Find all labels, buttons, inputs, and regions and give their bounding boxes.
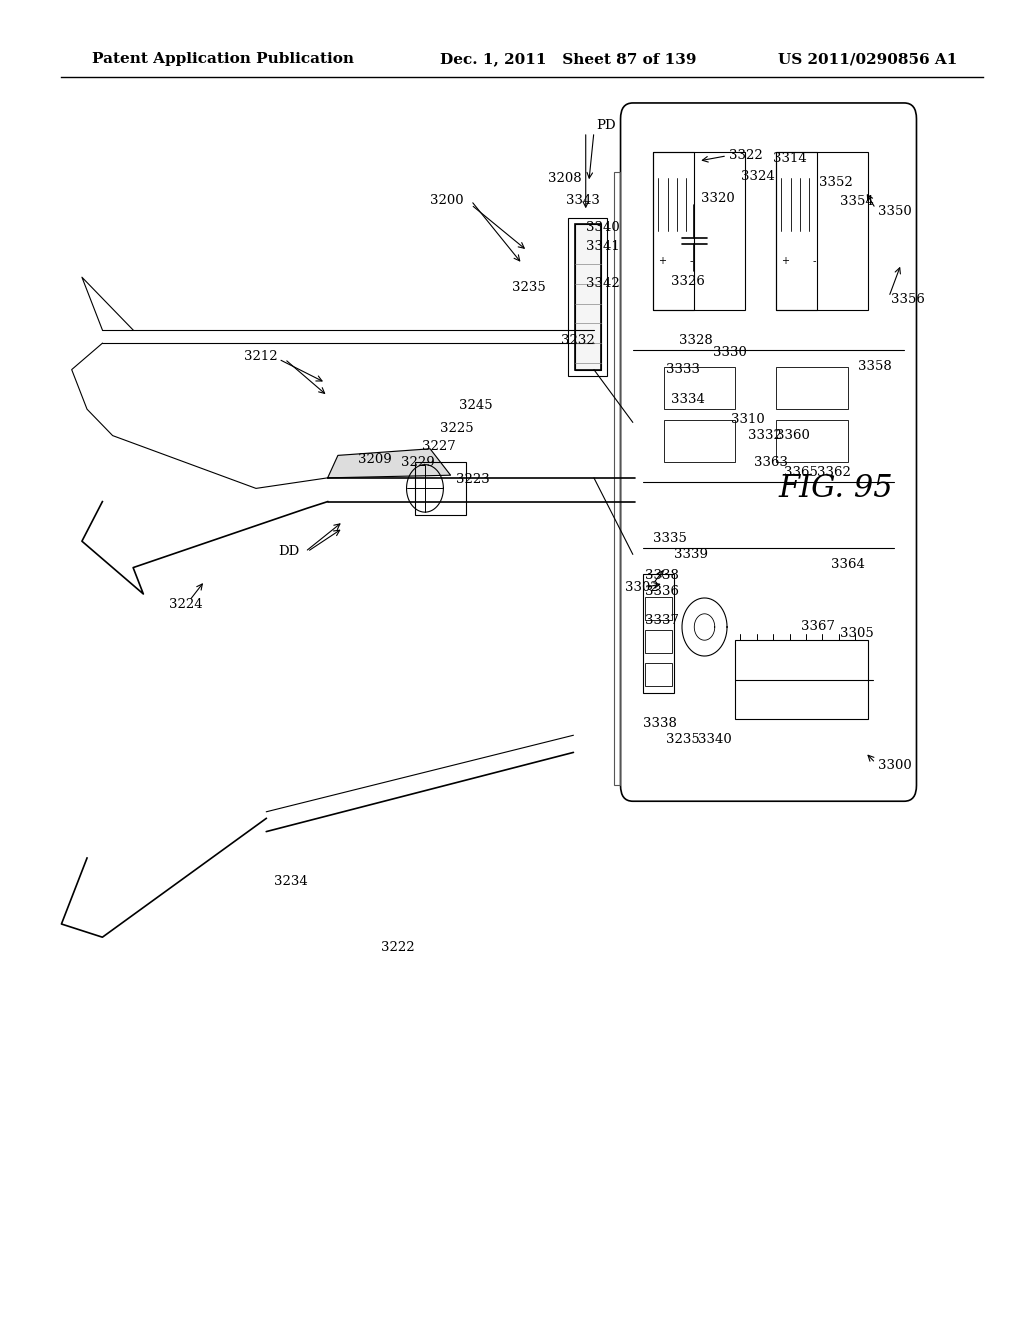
Text: 3341: 3341 xyxy=(586,240,620,253)
Text: 3335: 3335 xyxy=(653,532,687,545)
Text: FIG. 95: FIG. 95 xyxy=(778,473,893,504)
Bar xyxy=(664,420,735,462)
Text: 3235: 3235 xyxy=(512,281,546,294)
Text: 3332: 3332 xyxy=(748,429,781,442)
Text: 3235: 3235 xyxy=(666,733,699,746)
Text: 3358: 3358 xyxy=(858,360,892,374)
Text: 3328: 3328 xyxy=(679,334,713,347)
Text: 3364: 3364 xyxy=(831,558,865,572)
Text: 3326: 3326 xyxy=(671,275,705,288)
Text: 3336: 3336 xyxy=(645,585,679,598)
Text: 3320: 3320 xyxy=(701,191,735,205)
Text: 3302: 3302 xyxy=(625,581,658,594)
Text: 3232: 3232 xyxy=(561,334,595,347)
Text: 3365: 3365 xyxy=(784,466,818,479)
Text: 3212: 3212 xyxy=(244,350,278,363)
Text: DD: DD xyxy=(279,545,300,558)
Text: 3245: 3245 xyxy=(459,399,493,412)
Bar xyxy=(776,367,848,409)
Text: 3330: 3330 xyxy=(713,346,746,359)
Bar xyxy=(776,152,868,310)
Text: +: + xyxy=(781,256,790,267)
Text: 3342: 3342 xyxy=(586,277,620,290)
Text: 3314: 3314 xyxy=(773,152,807,165)
Text: -: - xyxy=(689,256,692,267)
Text: 3343: 3343 xyxy=(566,194,600,207)
Text: 3234: 3234 xyxy=(274,875,308,888)
Text: 3362: 3362 xyxy=(817,466,851,479)
Bar xyxy=(643,574,674,693)
Bar xyxy=(645,663,672,686)
Polygon shape xyxy=(328,449,451,478)
Text: 3356: 3356 xyxy=(891,293,925,306)
Bar xyxy=(415,462,466,515)
Text: 3224: 3224 xyxy=(169,598,203,611)
Text: -: - xyxy=(812,256,815,267)
Text: 3227: 3227 xyxy=(422,440,456,453)
Bar xyxy=(575,224,601,370)
Text: 3340: 3340 xyxy=(698,733,732,746)
Bar xyxy=(664,367,735,409)
Text: 3352: 3352 xyxy=(819,176,853,189)
Bar xyxy=(614,172,620,785)
Bar xyxy=(568,218,607,376)
Bar xyxy=(653,152,694,310)
Text: 3310: 3310 xyxy=(731,413,765,426)
Bar xyxy=(653,152,745,310)
Text: 3360: 3360 xyxy=(776,429,810,442)
Text: 3229: 3229 xyxy=(401,455,435,469)
Text: +: + xyxy=(658,256,667,267)
Text: PD: PD xyxy=(596,119,615,132)
Text: 3350: 3350 xyxy=(878,205,911,218)
Text: 3337: 3337 xyxy=(645,614,679,627)
Text: Patent Application Publication: Patent Application Publication xyxy=(92,53,354,66)
Text: 3324: 3324 xyxy=(741,170,775,183)
Bar xyxy=(735,640,868,719)
Text: 3208: 3208 xyxy=(548,172,582,185)
Text: 3340: 3340 xyxy=(586,220,620,234)
Bar xyxy=(575,224,601,370)
Text: Dec. 1, 2011   Sheet 87 of 139: Dec. 1, 2011 Sheet 87 of 139 xyxy=(440,53,696,66)
Text: 3363: 3363 xyxy=(754,455,787,469)
Text: 3339: 3339 xyxy=(674,548,708,561)
Bar xyxy=(776,152,817,310)
Text: US 2011/0290856 A1: US 2011/0290856 A1 xyxy=(778,53,957,66)
Text: 3367: 3367 xyxy=(801,620,835,634)
Bar xyxy=(645,597,672,620)
Text: 3222: 3222 xyxy=(381,941,415,954)
Bar xyxy=(776,420,848,462)
Text: 3338: 3338 xyxy=(645,569,679,582)
Text: 3223: 3223 xyxy=(456,473,489,486)
Text: 3225: 3225 xyxy=(440,422,474,436)
Text: 3200: 3200 xyxy=(430,194,464,207)
Text: 3354: 3354 xyxy=(840,195,873,209)
Text: 3322: 3322 xyxy=(729,149,763,162)
Text: 3338: 3338 xyxy=(643,717,677,730)
Bar xyxy=(645,630,672,653)
Text: 3333: 3333 xyxy=(666,363,699,376)
Text: 3334: 3334 xyxy=(671,393,705,407)
FancyBboxPatch shape xyxy=(621,103,916,801)
Text: 3300: 3300 xyxy=(878,759,911,772)
Text: 3209: 3209 xyxy=(358,453,392,466)
Text: 3305: 3305 xyxy=(840,627,873,640)
